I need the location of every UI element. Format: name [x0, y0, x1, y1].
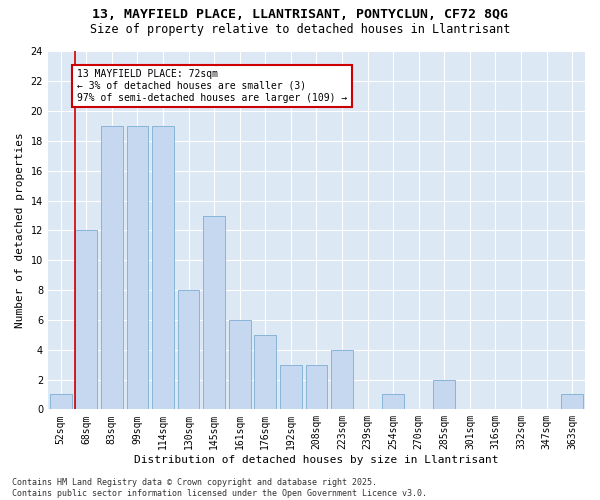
Bar: [50, 394, 71, 409]
Text: Contains HM Land Registry data © Crown copyright and database right 2025.
Contai: Contains HM Land Registry data © Crown c…: [12, 478, 427, 498]
Bar: [76, 230, 97, 410]
Bar: [562, 394, 583, 409]
Bar: [254, 335, 276, 409]
Bar: [433, 380, 455, 410]
Bar: [152, 126, 174, 410]
Bar: [203, 216, 225, 410]
Bar: [280, 364, 302, 410]
Bar: [305, 364, 328, 410]
Text: 13 MAYFIELD PLACE: 72sqm
← 3% of detached houses are smaller (3)
97% of semi-det: 13 MAYFIELD PLACE: 72sqm ← 3% of detache…: [77, 70, 347, 102]
Bar: [382, 394, 404, 409]
Bar: [331, 350, 353, 410]
Text: 13, MAYFIELD PLACE, LLANTRISANT, PONTYCLUN, CF72 8QG: 13, MAYFIELD PLACE, LLANTRISANT, PONTYCL…: [92, 8, 508, 20]
Bar: [178, 290, 199, 410]
X-axis label: Distribution of detached houses by size in Llantrisant: Distribution of detached houses by size …: [134, 455, 499, 465]
Y-axis label: Number of detached properties: Number of detached properties: [15, 132, 25, 328]
Bar: [229, 320, 251, 410]
Bar: [101, 126, 123, 410]
Bar: [127, 126, 148, 410]
Text: Size of property relative to detached houses in Llantrisant: Size of property relative to detached ho…: [90, 22, 510, 36]
